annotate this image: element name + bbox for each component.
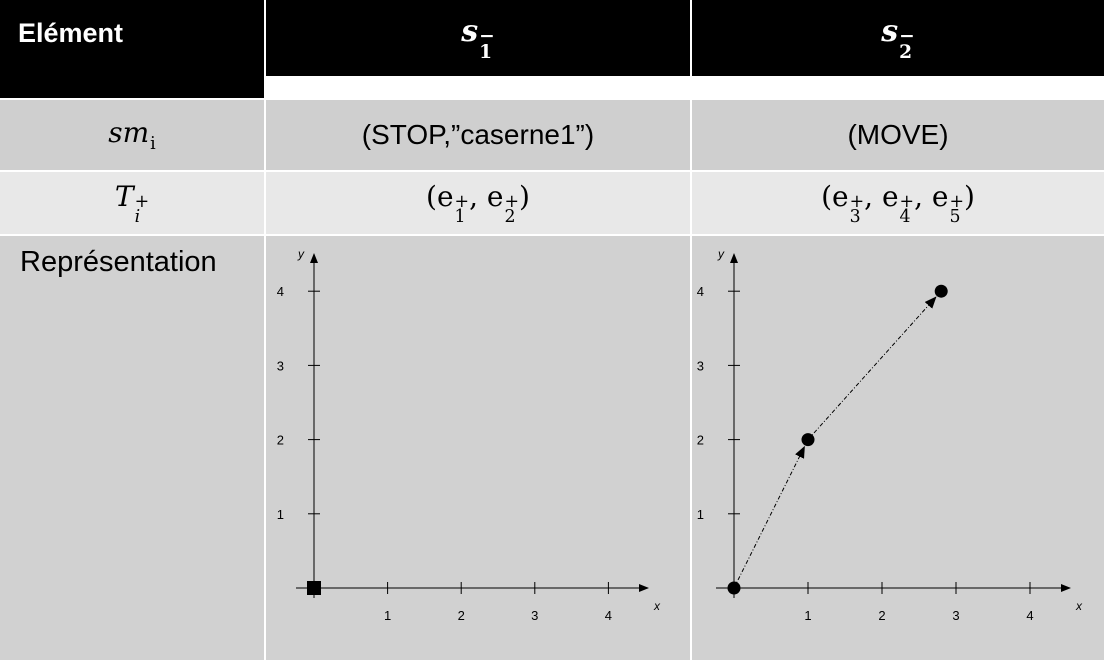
row-sm-sym: sm <box>108 116 150 150</box>
row-t-s2-e3-sup: + <box>849 191 865 212</box>
row-t-s1-e2-sub: 2 <box>504 207 516 228</box>
row-t-s2-e5-sup: + <box>949 191 964 212</box>
row-t-s1-value: (e +1, e +2) <box>426 180 530 226</box>
header-s2-supsub: −2 <box>899 25 915 64</box>
y-axis-label: y <box>717 247 725 261</box>
header-s1-supsub: −1 <box>479 25 495 64</box>
header-s1-sym: s <box>461 13 479 49</box>
row-t-s1-e2-sup: + <box>504 191 520 212</box>
row-t-label: T + i <box>115 180 149 226</box>
plot-s1: x y 1 2 3 4 1 2 3 4 <box>277 247 661 623</box>
row-t-s2-value: (e +3, e +4, e +5) <box>821 180 975 226</box>
header-s2-sub: 2 <box>899 42 913 64</box>
row-t-s1-e1-sub: 1 <box>454 207 466 228</box>
row-t-s2-e4-sup: + <box>899 191 915 212</box>
row-repr-label: Représentation <box>20 246 217 278</box>
y-tick-label: 4 <box>697 284 704 299</box>
row-sm-s2-value: (MOVE) <box>847 119 949 150</box>
x-tick-label: 4 <box>1026 608 1033 623</box>
y-tick-label: 3 <box>697 358 704 373</box>
x-tick-label: 2 <box>458 608 465 623</box>
row-t-s1-sep: , <box>469 179 487 213</box>
row-t-s2-e5-sym: e <box>931 179 949 213</box>
row-t-sup: + <box>134 191 150 212</box>
row-t-s2-e4-sub: 4 <box>899 207 911 228</box>
row-t-s1-close: ) <box>519 179 530 213</box>
row-sm-s1-value: (STOP,”caserne1”) <box>361 119 595 150</box>
row-repr-label-cell: Représentation <box>0 236 264 660</box>
row-t-s2-e5-sub: 5 <box>949 207 961 228</box>
row-t-s1-cell: (e +1, e +2) <box>266 172 690 234</box>
x-tick-label: 1 <box>384 608 391 623</box>
row-t-s2-e5-supsub: +5 <box>949 191 964 228</box>
row-t-supsub: + i <box>134 191 150 228</box>
header-cell-element: Elément <box>0 0 264 98</box>
row-t-sym: T <box>114 179 134 213</box>
data-point-circle <box>801 433 815 447</box>
data-point-circle <box>934 284 948 298</box>
x-axis-label: x <box>653 599 661 613</box>
row-t-s2-e4-sym: e <box>881 179 899 213</box>
row-t-s2-e3-supsub: +3 <box>849 191 865 228</box>
row-t-label-cell: T + i <box>0 172 264 234</box>
data-point-circle <box>727 581 741 595</box>
y-tick-label: 1 <box>697 507 704 522</box>
row-repr-s2-cell: x y 1 2 3 4 1 2 3 4 <box>692 236 1104 660</box>
header-cell-s2: s −2 <box>692 0 1104 76</box>
header-s1-sub: 1 <box>479 42 493 64</box>
row-sm-label-cell: smi <box>0 100 264 170</box>
row-sm-sub: i <box>150 133 156 154</box>
row-sm-label: smi <box>108 116 155 153</box>
row-t-s1-open: ( <box>426 179 437 213</box>
x-tick-label: 3 <box>952 608 959 623</box>
row-t-s1-e2-sym: e <box>486 179 504 213</box>
row-t-s2-sep2: , <box>914 179 932 213</box>
x-tick-label: 4 <box>605 608 612 623</box>
y-tick-label: 4 <box>277 284 284 299</box>
y-tick-label: 2 <box>697 433 704 448</box>
header-s1-sup: − <box>479 25 495 47</box>
row-t-s2-cell: (e +3, e +4, e +5) <box>692 172 1104 234</box>
row-t-s1-e1-supsub: +1 <box>454 191 470 228</box>
y-tick-label: 3 <box>277 358 284 373</box>
header-s2-sup: − <box>899 25 915 47</box>
header-element-label: Elément <box>18 18 124 48</box>
row-t-s1-e1-sup: + <box>454 191 470 212</box>
row-t-s2-open: ( <box>821 179 832 213</box>
y-tick-label: 2 <box>277 433 284 448</box>
row-sm-s1-cell: (STOP,”caserne1”) <box>266 100 690 170</box>
row-t-s1-e1-sym: e <box>436 179 454 213</box>
plot-s2: x y 1 2 3 4 1 2 3 4 <box>697 247 1083 623</box>
header-s1-symbol: s −1 <box>461 14 494 62</box>
row-t-s2-e3-sub: 3 <box>849 207 861 228</box>
trajectory-segment <box>733 445 805 589</box>
row-t-sub: i <box>134 207 141 228</box>
header-s2-sym: s <box>881 13 899 49</box>
header-s2-symbol: s −2 <box>881 14 914 62</box>
row-t-s2-sep1: , <box>864 179 882 213</box>
header-cell-s1: s −1 <box>266 0 690 76</box>
row-t-s2-e3-sym: e <box>832 179 849 213</box>
row-sm-s2-cell: (MOVE) <box>692 100 1104 170</box>
row-t-s2-e4-supsub: +4 <box>899 191 915 228</box>
x-axis-label: x <box>1075 599 1083 613</box>
trajectory-segment <box>807 296 937 440</box>
x-tick-label: 2 <box>878 608 885 623</box>
y-axis-label: y <box>297 247 305 261</box>
x-tick-label: 3 <box>531 608 538 623</box>
data-point-square <box>307 581 321 595</box>
row-repr-s1-cell: x y 1 2 3 4 1 2 3 4 <box>266 236 690 660</box>
row-t-s2-close: ) <box>964 179 975 213</box>
y-tick-label: 1 <box>277 507 284 522</box>
x-tick-label: 1 <box>804 608 811 623</box>
row-t-s1-e2-supsub: +2 <box>504 191 520 228</box>
